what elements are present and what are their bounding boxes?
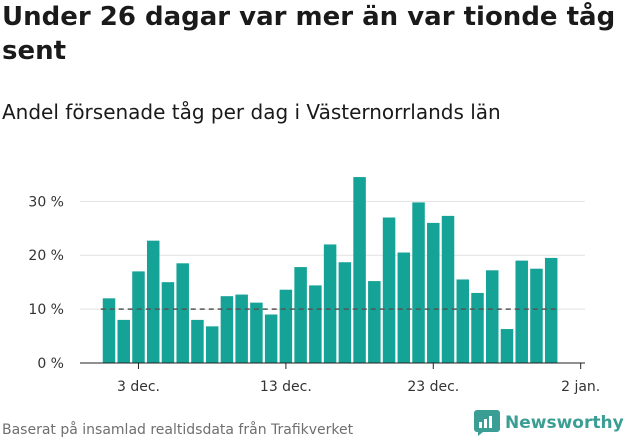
chart-title: Under 26 dagar var mer än var tionde tåg…	[2, 2, 616, 66]
bar	[323, 244, 337, 363]
brand-logo: Newsworthy	[474, 409, 624, 437]
bar	[294, 267, 307, 363]
bar	[309, 285, 322, 363]
newsworthy-logo-icon	[474, 410, 500, 436]
bar	[279, 289, 293, 363]
bar	[471, 292, 484, 363]
bar	[220, 296, 234, 363]
bar	[500, 329, 514, 363]
bar	[544, 257, 558, 363]
bar	[397, 252, 411, 363]
bar	[368, 281, 381, 363]
x-tick-label: 3 dec.	[117, 379, 160, 395]
bar	[235, 294, 248, 363]
y-tick-label: 0 %	[37, 356, 64, 372]
bar	[205, 326, 219, 363]
brand-name: Newsworthy	[505, 413, 624, 433]
bar	[117, 319, 130, 363]
x-tick-label: 2 jan.	[561, 379, 600, 395]
bar	[515, 260, 528, 363]
bar	[456, 279, 470, 363]
bar	[250, 302, 263, 363]
bar	[102, 298, 116, 363]
bar	[132, 271, 145, 363]
bar	[441, 215, 455, 363]
x-tick-label: 23 dec.	[407, 379, 459, 395]
bar	[427, 222, 440, 363]
bar	[191, 319, 204, 363]
bar	[338, 262, 352, 363]
bar	[264, 314, 278, 363]
bar	[485, 270, 499, 363]
bar	[176, 263, 189, 363]
bar	[353, 177, 366, 363]
bar	[530, 268, 543, 363]
bar	[161, 282, 175, 363]
y-tick-label: 10 %	[28, 302, 64, 318]
source-note: Baserat på insamlad realtidsdata från Tr…	[2, 422, 354, 438]
bar-chart: 0 % 10 % 20 % 30 % 3 dec. 13 dec. 23 dec. 2 jan…	[28, 177, 600, 395]
bar	[412, 202, 425, 363]
bar	[382, 217, 396, 363]
x-tick-label: 13 dec.	[260, 379, 312, 395]
y-tick-label: 20 %	[28, 248, 64, 264]
bar	[146, 240, 160, 363]
chart-subtitle: Andel försenade tåg per dag i Västernorr…	[2, 100, 501, 124]
y-tick-label: 30 %	[28, 194, 64, 210]
